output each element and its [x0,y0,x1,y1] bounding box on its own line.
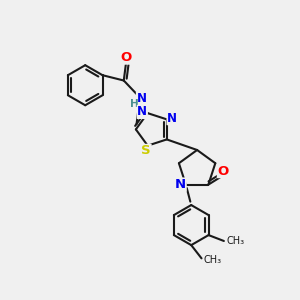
Text: N: N [136,92,146,105]
Text: N: N [175,178,186,191]
Text: CH₃: CH₃ [226,236,244,246]
Text: O: O [121,51,132,64]
Text: H: H [130,99,139,109]
Text: N: N [137,106,147,118]
Text: O: O [218,165,229,178]
Text: CH₃: CH₃ [204,255,222,265]
Text: N: N [167,112,177,125]
Text: S: S [141,144,151,158]
